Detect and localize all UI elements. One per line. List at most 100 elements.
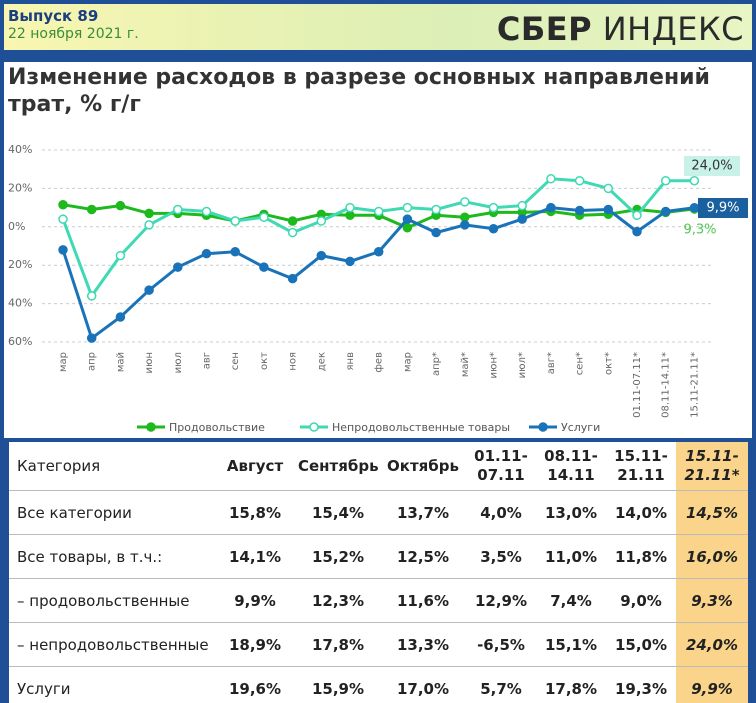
point <box>144 220 154 230</box>
x-tick-label: апр* <box>431 352 442 376</box>
x-tick-label: мар <box>58 352 69 372</box>
x-tick-label: июн <box>144 352 155 373</box>
table-cell: 13,7% <box>380 490 466 535</box>
table-cell: 16,0% <box>676 534 748 579</box>
point <box>660 206 671 217</box>
table-cell: 15,2% <box>296 534 380 579</box>
column-header: Октябрь <box>380 442 466 491</box>
legend-marker <box>538 422 548 432</box>
point <box>201 248 212 259</box>
y-tick-label: 0% <box>8 220 25 233</box>
point <box>546 202 556 213</box>
x-tick-label: сен* <box>575 352 586 375</box>
table-cell: 11,8% <box>606 534 676 579</box>
point <box>345 202 355 213</box>
table-cell: 9,0% <box>606 578 676 623</box>
point <box>115 200 126 211</box>
table-row: – продовольственные 9,9% 12,3% 11,6% 12,9% 7,… <box>9 578 748 623</box>
y-tick-label: 20% <box>8 258 32 271</box>
table-cell: 4,0% <box>466 490 536 535</box>
point <box>345 256 355 267</box>
column-header: 15.11-21.11 <box>606 442 676 491</box>
point <box>115 250 126 261</box>
column-header: Август <box>214 442 296 491</box>
table-cell: Услуги <box>9 666 214 703</box>
table-row: Все категории 15,8% 15,4% 13,7% 4,0% 13,0% 14,… <box>9 490 748 535</box>
point <box>517 214 527 224</box>
point <box>460 220 470 230</box>
x-tick-label: мар <box>402 352 413 372</box>
table-cell: Все товары, в т.ч.: <box>9 534 214 579</box>
x-tick-label: авг <box>202 352 213 369</box>
logo-light: ИНДЕКС <box>602 10 744 48</box>
table-cell: 17,8% <box>296 622 380 667</box>
table-cell: 19,6% <box>214 666 296 703</box>
table-cell: 15,9% <box>296 666 380 703</box>
header: Выпуск 89 22 ноября 2021 г. СБЕР ИНДЕКС <box>4 4 752 50</box>
column-header: 15.11-21.11* <box>676 442 748 491</box>
point <box>287 227 298 238</box>
legend-label: Непродовольственные товары <box>332 421 510 434</box>
table-cell: 13,3% <box>380 622 466 667</box>
table-cell: 12,9% <box>466 578 536 623</box>
y-tick-label: 40% <box>8 297 32 310</box>
point <box>488 223 499 234</box>
point <box>144 208 154 219</box>
point <box>287 216 298 226</box>
x-tick-label: 08.11-14.11* <box>661 352 672 418</box>
table-cell: – продовольственные <box>9 578 214 623</box>
table-cell: 3,5% <box>466 534 536 579</box>
table-cell: 9,9% <box>214 578 296 623</box>
table-cell: 12,5% <box>380 534 466 579</box>
point <box>58 199 68 210</box>
point <box>632 226 642 237</box>
point <box>431 204 441 215</box>
table-cell: 5,7% <box>466 666 536 703</box>
column-header: 08.11-14.11 <box>536 442 606 491</box>
legend-label: Продовольствие <box>169 421 265 434</box>
issue: Выпуск 89 <box>8 7 99 25</box>
table-cell: 15,1% <box>536 622 606 667</box>
point <box>517 200 527 211</box>
table-cell: 15,4% <box>296 490 380 535</box>
table-cell: 9,3% <box>676 578 748 623</box>
logo-bold: СБЕР <box>496 10 593 48</box>
point <box>689 203 700 213</box>
table-cell: – непродовольственные <box>9 622 214 667</box>
point <box>173 262 183 272</box>
legend-marker <box>309 422 319 432</box>
point <box>201 206 212 217</box>
x-tick-label: 15.11-21.11* <box>689 352 700 418</box>
table-cell: 11,6% <box>380 578 466 623</box>
x-tick-label: 01.11-07.11* <box>632 352 643 418</box>
legend-marker <box>146 422 156 432</box>
annotation: 9,3% <box>683 223 716 238</box>
table-cell: 18,9% <box>214 622 296 667</box>
table-cell: 15,8% <box>214 490 296 535</box>
annotation: 24,0% <box>691 159 732 174</box>
point <box>603 204 614 215</box>
y-tick-label: 60% <box>8 335 32 348</box>
point <box>402 214 413 224</box>
point <box>259 212 269 222</box>
x-tick-label: июл* <box>517 352 528 378</box>
legend-label: Услуги <box>561 421 600 434</box>
point <box>86 333 97 343</box>
point <box>574 175 585 186</box>
y-tick-label: 20% <box>8 181 32 194</box>
date: 22 ноября 2021 г. <box>8 26 139 42</box>
table-cell: 11,0% <box>536 534 606 579</box>
point <box>58 214 68 224</box>
point <box>58 245 68 255</box>
x-tick-label: июн* <box>489 352 500 378</box>
x-tick-label: окт <box>259 352 270 370</box>
point <box>546 174 556 184</box>
x-tick-label: июл <box>173 352 184 373</box>
x-tick-label: фев <box>374 352 385 373</box>
x-tick-label: апр <box>87 352 98 371</box>
point <box>287 273 298 284</box>
point <box>603 183 614 194</box>
point <box>488 202 499 213</box>
annotation-box <box>684 156 740 176</box>
x-tick-label: авг* <box>546 352 557 374</box>
